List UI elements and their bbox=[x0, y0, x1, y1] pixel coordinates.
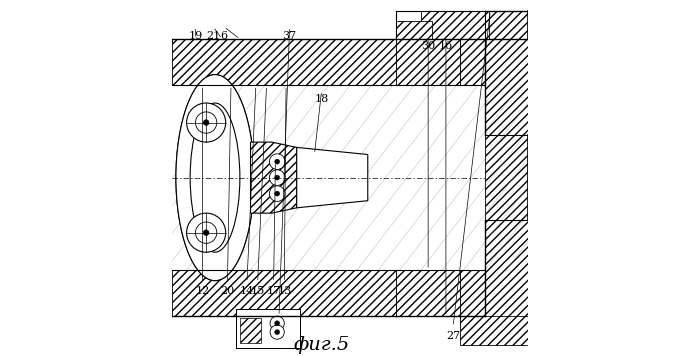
Circle shape bbox=[187, 213, 225, 252]
Ellipse shape bbox=[176, 75, 254, 281]
Bar bbox=[485, 135, 528, 220]
Circle shape bbox=[270, 325, 284, 339]
Circle shape bbox=[195, 222, 217, 244]
Text: 19: 19 bbox=[188, 31, 202, 41]
Circle shape bbox=[270, 316, 284, 330]
Text: 13: 13 bbox=[277, 286, 291, 296]
Bar bbox=[460, 11, 528, 39]
Bar bbox=[240, 318, 261, 343]
Circle shape bbox=[270, 186, 285, 201]
Bar bbox=[172, 270, 396, 316]
Polygon shape bbox=[297, 147, 368, 208]
Bar bbox=[172, 85, 396, 270]
Text: 27: 27 bbox=[446, 331, 460, 341]
Text: 21: 21 bbox=[206, 31, 220, 41]
Bar bbox=[396, 270, 460, 316]
Circle shape bbox=[274, 191, 280, 196]
Bar bbox=[396, 39, 460, 85]
Text: 30: 30 bbox=[421, 41, 435, 51]
Bar bbox=[460, 28, 528, 135]
Circle shape bbox=[187, 103, 225, 142]
Bar bbox=[460, 220, 528, 327]
Text: 17: 17 bbox=[267, 286, 281, 296]
Text: фиг.5: фиг.5 bbox=[293, 336, 350, 354]
Circle shape bbox=[274, 175, 280, 180]
Bar bbox=[396, 85, 485, 270]
Bar bbox=[237, 309, 300, 348]
Bar bbox=[172, 39, 396, 85]
Text: 12: 12 bbox=[195, 286, 210, 296]
Bar bbox=[421, 11, 489, 39]
Circle shape bbox=[195, 112, 217, 133]
Ellipse shape bbox=[190, 103, 240, 252]
Circle shape bbox=[203, 230, 209, 236]
Polygon shape bbox=[251, 142, 297, 213]
Bar bbox=[237, 316, 279, 348]
Circle shape bbox=[274, 321, 280, 326]
Text: 15: 15 bbox=[251, 286, 265, 296]
Circle shape bbox=[274, 330, 280, 335]
Text: 6: 6 bbox=[220, 31, 228, 41]
Circle shape bbox=[270, 154, 285, 169]
Circle shape bbox=[274, 159, 280, 164]
Text: 16: 16 bbox=[439, 41, 453, 51]
Circle shape bbox=[203, 120, 209, 125]
Text: 20: 20 bbox=[220, 286, 234, 296]
Bar bbox=[396, 21, 432, 39]
Circle shape bbox=[270, 170, 285, 185]
Ellipse shape bbox=[176, 75, 254, 281]
Bar bbox=[460, 316, 528, 345]
Text: 14: 14 bbox=[240, 286, 254, 296]
Text: 18: 18 bbox=[314, 94, 329, 104]
Text: 37: 37 bbox=[283, 31, 297, 41]
